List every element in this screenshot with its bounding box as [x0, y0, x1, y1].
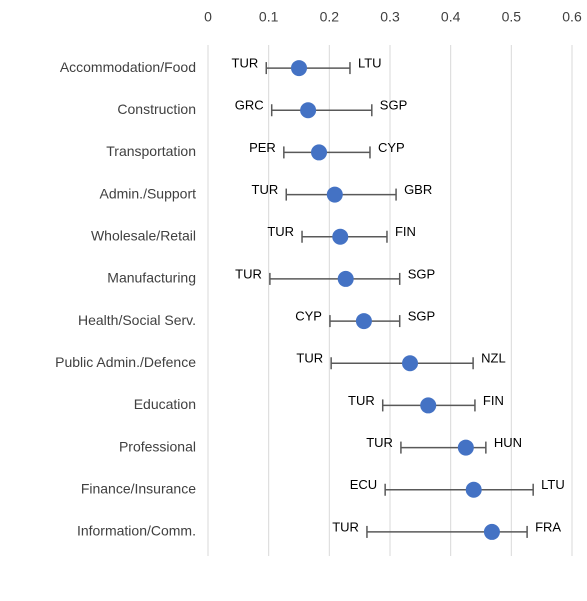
low-label: TUR — [348, 393, 375, 408]
dot — [465, 481, 482, 498]
high-label: LTU — [541, 477, 565, 492]
high-label: HUN — [494, 435, 522, 450]
y-tick-label: Admin./Support — [100, 185, 197, 201]
low-label: PER — [249, 140, 276, 155]
y-tick-label: Education — [134, 396, 196, 412]
low-label: GRC — [235, 98, 264, 113]
y-tick-label: Transportation — [106, 143, 196, 159]
y-tick-label: Health/Social Serv. — [78, 312, 196, 328]
dot — [420, 397, 437, 414]
y-tick-label: Professional — [119, 438, 196, 454]
x-tick-label: 0.6 — [562, 9, 582, 25]
high-label: FIN — [395, 224, 416, 239]
y-tick-label: Manufacturing — [107, 270, 196, 286]
low-label: TUR — [267, 224, 294, 239]
y-tick-label: Finance/Insurance — [81, 480, 196, 496]
high-label: SGP — [408, 309, 435, 324]
y-tick-label: Construction — [117, 101, 196, 117]
low-label: CYP — [295, 309, 322, 324]
x-tick-label: 0.3 — [380, 9, 400, 25]
x-tick-label: 0.1 — [259, 9, 279, 25]
dot — [337, 270, 354, 287]
y-tick-label: Public Admin./Defence — [55, 354, 196, 370]
low-label: TUR — [296, 351, 323, 366]
x-tick-label: 0.4 — [441, 9, 461, 25]
dot — [300, 102, 317, 119]
x-tick-label: 0 — [204, 9, 212, 25]
dot — [332, 228, 349, 245]
low-label: TUR — [235, 266, 262, 281]
y-tick-label: Wholesale/Retail — [91, 227, 196, 243]
x-tick-label: 0.5 — [502, 9, 522, 25]
y-tick-label: Information/Comm. — [77, 523, 196, 539]
high-label: CYP — [378, 140, 405, 155]
dot — [291, 60, 307, 77]
x-tick-label: 0.2 — [320, 9, 340, 25]
dot — [311, 144, 328, 161]
dot — [402, 355, 419, 372]
high-label: GBR — [404, 182, 432, 197]
low-label: TUR — [232, 56, 259, 71]
dot — [483, 523, 500, 540]
high-label: LTU — [358, 56, 382, 71]
dot — [457, 439, 474, 456]
high-label: SGP — [380, 98, 407, 113]
low-label: TUR — [252, 182, 279, 197]
high-label: FRA — [535, 519, 561, 534]
high-label: SGP — [408, 266, 435, 281]
dot — [326, 186, 343, 203]
low-label: TUR — [332, 519, 359, 534]
y-tick-label: Accommodation/Food — [60, 59, 196, 75]
high-label: NZL — [481, 351, 506, 366]
high-label: FIN — [483, 393, 504, 408]
low-label: ECU — [350, 477, 377, 492]
dot — [355, 313, 372, 330]
low-label: TUR — [366, 435, 393, 450]
